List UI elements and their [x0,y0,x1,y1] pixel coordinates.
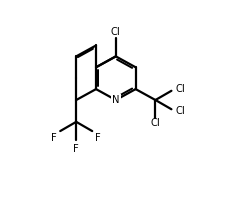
Text: N: N [112,95,119,105]
Text: F: F [95,133,101,143]
Text: Cl: Cl [150,118,160,128]
Text: Cl: Cl [174,84,184,94]
Text: F: F [73,144,79,154]
Text: Cl: Cl [110,27,120,37]
Text: Cl: Cl [174,106,184,116]
Text: F: F [51,133,57,143]
